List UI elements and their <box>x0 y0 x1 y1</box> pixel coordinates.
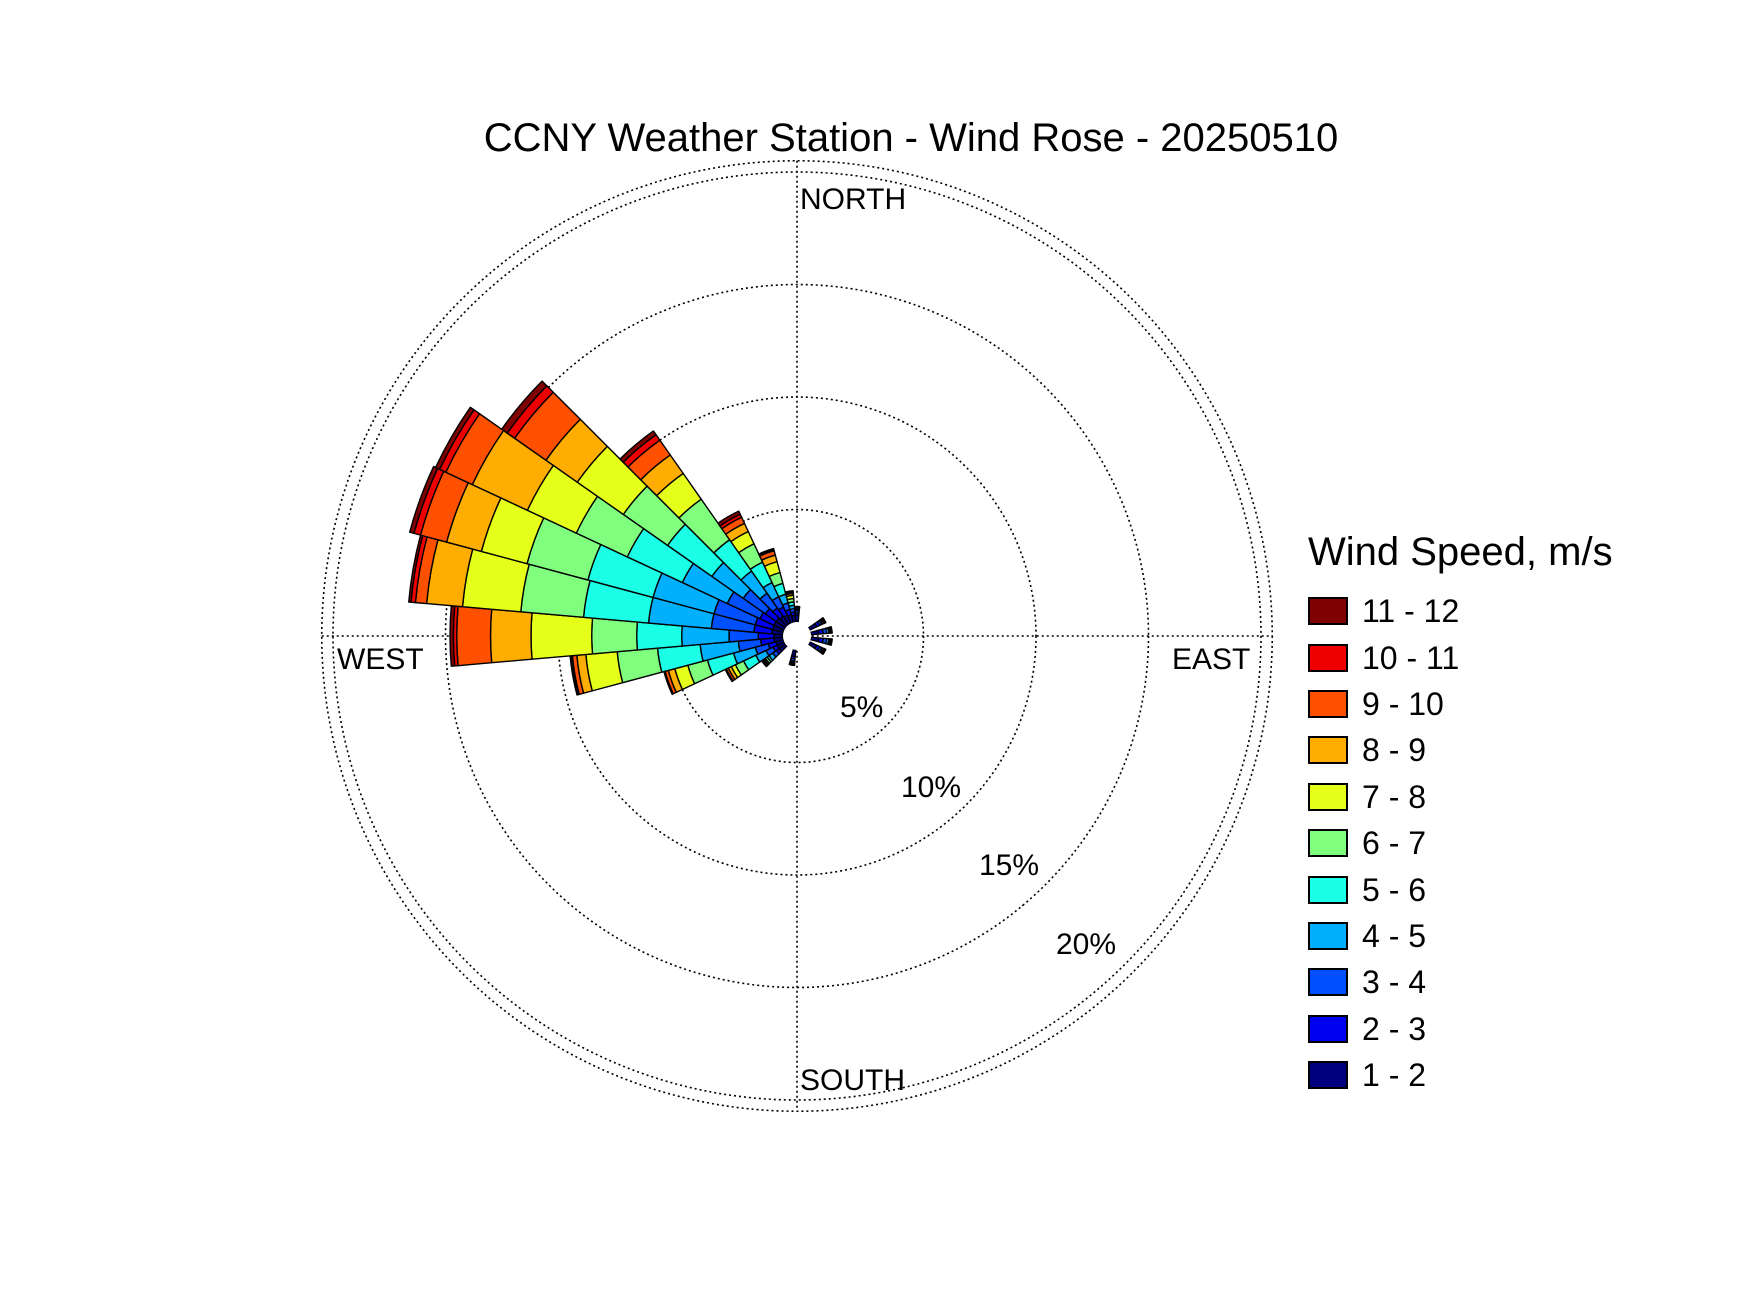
sector-120 <box>807 641 827 655</box>
wind-sectors <box>408 380 833 696</box>
south-label: SOUTH <box>800 1064 905 1097</box>
sector-segment <box>501 380 548 434</box>
sector-60 <box>807 617 827 631</box>
sector-segment <box>822 648 827 655</box>
sector-segment <box>717 510 741 527</box>
ring-label-15: 15% <box>979 849 1039 882</box>
legend-label: 8 - 9 <box>1362 732 1427 769</box>
sector-segment <box>616 647 663 684</box>
sector-350 <box>784 589 797 624</box>
sector-310 <box>501 380 788 629</box>
sector-330 <box>717 510 792 626</box>
legend-label: 2 - 3 <box>1362 1010 1427 1047</box>
legend-item: 8 - 9 <box>1308 727 1668 773</box>
legend-items: 11 - 12 10 - 11 9 - 10 8 - 9 7 - 8 6 - 7 5 - 6… <box>1308 588 1668 1098</box>
legend-label: 9 - 10 <box>1362 685 1444 722</box>
legend-swatch <box>1308 968 1348 997</box>
sector-segment <box>784 589 794 594</box>
legend-swatch <box>1308 597 1348 626</box>
north-label: NORTH <box>800 183 906 216</box>
legend-item: 7 - 8 <box>1308 774 1668 820</box>
legend-title: Wind Speed, m/s <box>1308 530 1613 574</box>
legend-swatch <box>1308 643 1348 672</box>
legend-swatch <box>1308 1014 1348 1043</box>
legend-label: 6 - 7 <box>1362 825 1427 862</box>
sector-segment <box>830 626 833 634</box>
legend-swatch <box>1308 736 1348 765</box>
sector-80 <box>809 626 833 636</box>
legend-item: 6 - 7 <box>1308 820 1668 866</box>
legend-item: 5 - 6 <box>1308 866 1668 912</box>
ring-label-20: 20% <box>1056 928 1116 961</box>
legend-label: 10 - 11 <box>1362 639 1460 676</box>
sector-320 <box>619 430 790 627</box>
sector-segment <box>591 617 639 655</box>
ring-label-10: 10% <box>901 771 961 804</box>
sector-270 <box>449 605 784 667</box>
legend-item: 1 - 2 <box>1308 1052 1668 1098</box>
sector-240 <box>724 641 787 683</box>
sector-segment <box>788 663 796 667</box>
sector-segment <box>619 430 657 463</box>
center-hole <box>783 622 811 650</box>
legend-label: 1 - 2 <box>1362 1057 1427 1094</box>
sector-segment <box>809 629 820 636</box>
sector-segment <box>636 621 683 651</box>
sector-segment <box>830 638 833 646</box>
legend-swatch <box>1308 1061 1348 1090</box>
legend-label: 5 - 6 <box>1362 871 1427 908</box>
sector-segment <box>758 547 775 556</box>
legend-item: 2 - 3 <box>1308 1006 1668 1052</box>
legend-item: 10 - 11 <box>1308 634 1668 680</box>
sector-340 <box>758 547 795 625</box>
chart-title: CCNY Weather Station - Wind Rose - 20250… <box>483 116 1339 160</box>
sector-300 <box>434 406 787 631</box>
west-label: WEST <box>337 643 424 676</box>
sector-segment <box>489 608 533 664</box>
legend-label: 11 - 12 <box>1362 593 1460 630</box>
legend-swatch <box>1308 921 1348 950</box>
east-label: EAST <box>1172 643 1250 676</box>
sector-segment <box>822 617 827 624</box>
sector-segment <box>408 465 439 535</box>
sector-190 <box>788 648 797 667</box>
legend: Wind Speed, m/s 11 - 12 10 - 11 9 - 10 8 - … <box>1308 528 1668 1098</box>
legend-item: 4 - 5 <box>1308 913 1668 959</box>
legend-item: 3 - 4 <box>1308 959 1668 1005</box>
ring-label-5: 5% <box>840 691 883 724</box>
sector-segment <box>809 636 820 643</box>
legend-label: 4 - 5 <box>1362 917 1427 954</box>
legend-swatch <box>1308 875 1348 904</box>
legend-swatch <box>1308 689 1348 718</box>
legend-swatch <box>1308 782 1348 811</box>
sector-segment <box>434 406 475 471</box>
legend-swatch <box>1308 829 1348 858</box>
legend-item: 9 - 10 <box>1308 681 1668 727</box>
axis-labels: NORTH EAST SOUTH WEST 5% 10% 15% 20% <box>337 183 1250 1097</box>
legend-label: 3 - 4 <box>1362 964 1427 1001</box>
legend-item: 11 - 12 <box>1308 588 1668 634</box>
sector-segment <box>530 612 594 660</box>
legend-label: 7 - 8 <box>1362 778 1427 815</box>
sector-segment <box>449 605 456 667</box>
sector-segment <box>456 605 493 667</box>
